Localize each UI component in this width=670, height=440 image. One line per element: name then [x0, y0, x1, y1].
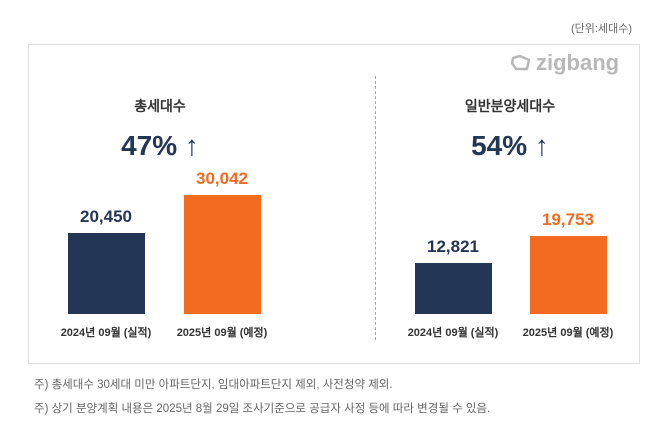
value-label: 12,821 — [427, 237, 479, 257]
bar-planned — [529, 235, 607, 314]
value-label: 20,450 — [80, 206, 132, 226]
change-label: 47% ↑ — [121, 130, 199, 161]
category-label: 2025년 09월 (예정) — [176, 327, 268, 339]
bar-planned — [183, 195, 261, 314]
value-label: 30,042 — [196, 169, 248, 188]
bar-actual — [67, 232, 145, 314]
zigbang-logo: zigbang — [510, 50, 619, 76]
zigbang-logo-icon — [510, 54, 531, 71]
unit-label: (단위:세대수) — [571, 23, 632, 35]
change-label: 54% ↑ — [471, 130, 549, 161]
logo-text: zigbang — [536, 50, 620, 75]
panel-divider — [375, 76, 376, 340]
bar-actual — [414, 263, 492, 314]
chart-frame — [28, 44, 640, 364]
value-label: 19,753 — [542, 209, 594, 229]
chart-title: 총세대수 — [134, 98, 186, 114]
footnote-1: 주) 총세대수 30세대 미만 아파트단지, 임대아파트단지 제외, 사전청약 … — [34, 379, 393, 391]
category-label: 2024년 09월 (실적) — [60, 327, 152, 339]
footnote-2: 주) 상기 분양계획 내용은 2025년 8월 29일 조사기준으로 공급자 사… — [34, 403, 491, 415]
category-label: 2024년 09월 (실적) — [407, 327, 499, 339]
chart-title: 일반분양세대수 — [464, 98, 556, 114]
category-label: 2025년 09월 (예정) — [522, 327, 614, 339]
